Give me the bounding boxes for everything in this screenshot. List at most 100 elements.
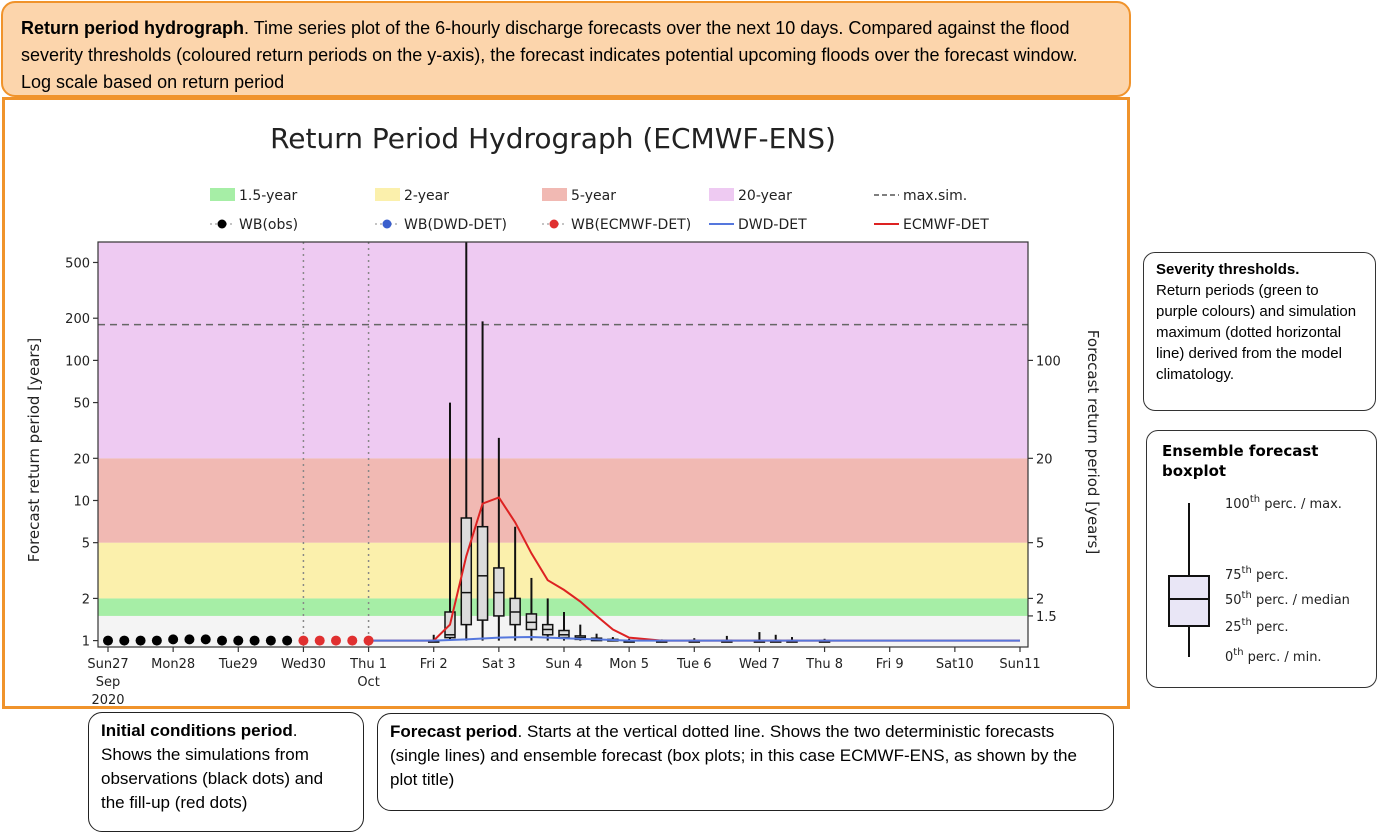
ensemble-key-label-number: 50 bbox=[1225, 593, 1242, 608]
y-tick-label-left: 200 bbox=[65, 312, 90, 327]
ensemble-key-label-number: 25 bbox=[1225, 620, 1242, 635]
chart-frame: Return Period Hydrograph (ECMWF-ENS) 1.5… bbox=[2, 97, 1130, 709]
key-box bbox=[1168, 575, 1210, 627]
y-tick-label-right: 100 bbox=[1036, 354, 1061, 369]
x-tick-label: Sun 4 bbox=[545, 657, 582, 672]
x-tick-label: Sun11 bbox=[999, 657, 1040, 672]
severity-annotation: Severity thresholds. Return periods (gre… bbox=[1143, 252, 1376, 411]
y-tick-label-right: 2 bbox=[1036, 592, 1044, 607]
ensemble-key-label-ordinal: th bbox=[1250, 494, 1260, 505]
y-tick-label-left: 100 bbox=[65, 354, 90, 369]
forecast-title: Forecast period bbox=[390, 722, 518, 741]
x-tick-label: Sep bbox=[96, 675, 121, 690]
legend-swatch bbox=[542, 188, 567, 201]
chart-legend: 1.5-year 2-year 5-year 20-year max.sim. WB(ob… bbox=[210, 188, 989, 233]
ensemble-boxplot bbox=[558, 611, 570, 641]
initial-conditions-annotation: Initial conditions period. Shows the sim… bbox=[88, 712, 364, 832]
ensemble-boxplot bbox=[541, 598, 554, 641]
ensemble-key-label-number: 100 bbox=[1225, 497, 1250, 512]
series-point-wb-obs bbox=[135, 635, 146, 646]
ensemble-boxplot bbox=[460, 242, 473, 641]
chart-title: Return Period Hydrograph (ECMWF-ENS) bbox=[270, 122, 836, 155]
plot-border bbox=[97, 241, 1029, 648]
threshold-bands bbox=[98, 242, 1028, 647]
ensemble-key-label: 25th perc. bbox=[1225, 617, 1289, 635]
series-point-wb-obs bbox=[168, 634, 179, 645]
series-dots bbox=[103, 634, 374, 646]
x-tick-label: Oct bbox=[357, 675, 379, 690]
ensemble-key-label-text: perc. / median bbox=[1252, 593, 1350, 608]
y-tick-label-left: 50 bbox=[73, 397, 90, 412]
ensemble-key-label-text: perc. bbox=[1252, 568, 1289, 583]
ensemble-key-label-ordinal: th bbox=[1242, 617, 1252, 628]
ensemble-key-label-text: perc. / min. bbox=[1244, 650, 1322, 665]
legend-swatch bbox=[217, 219, 227, 229]
legend-label: WB(DWD-DET) bbox=[404, 217, 507, 233]
series-lines bbox=[368, 496, 1020, 642]
boxplot-box bbox=[476, 525, 489, 621]
legend-label: 5-year bbox=[571, 188, 616, 204]
initial-title: Initial conditions period bbox=[101, 721, 293, 740]
band-20-year bbox=[98, 242, 1028, 459]
y-tick-label-left: 10 bbox=[73, 494, 90, 509]
return-period-chart: Return Period Hydrograph (ECMWF-ENS) 1.5… bbox=[25, 122, 1102, 708]
series-point-wb-obs bbox=[265, 635, 276, 646]
boxplot-box bbox=[460, 517, 473, 626]
x-tick-label: 2020 bbox=[91, 693, 124, 706]
y-tick-label-right: 5 bbox=[1036, 537, 1044, 552]
ensemble-key-label-ordinal: th bbox=[1242, 565, 1252, 576]
ensemble-key-label: 100th perc. / max. bbox=[1225, 494, 1342, 512]
ensemble-boxplot bbox=[525, 577, 538, 641]
y-tick-label-right: 1.5 bbox=[1036, 610, 1057, 625]
ensemble-key-label-number: 75 bbox=[1225, 568, 1242, 583]
legend-label: max.sim. bbox=[903, 188, 967, 204]
ensemble-key-label: 0th perc. / min. bbox=[1225, 647, 1322, 665]
y-tick-label-left: 500 bbox=[65, 256, 90, 271]
y-axis-label-left: Forecast return period [years] bbox=[25, 338, 43, 562]
series-point-wb-obs bbox=[119, 635, 130, 646]
chart-guides bbox=[98, 242, 1028, 647]
ensemble-key-label: 75th perc. bbox=[1225, 565, 1289, 583]
x-tick-label: Thu 1 bbox=[349, 657, 387, 672]
legend-label: WB(obs) bbox=[239, 217, 298, 233]
x-tick-label: Fri 9 bbox=[876, 657, 904, 672]
series-point-wb-ecmwf-det bbox=[331, 635, 341, 646]
x-tick-label: Sun27 bbox=[87, 657, 128, 672]
ensemble-key-label-text: perc. bbox=[1252, 620, 1289, 635]
x-tick-label: Sat10 bbox=[936, 657, 974, 672]
ensemble-key-diagram: Ensemble forecast boxplot 100th perc. / … bbox=[1162, 442, 1350, 665]
series-point-wb-obs bbox=[103, 635, 113, 646]
legend-swatch bbox=[375, 188, 400, 201]
series-point-wb-ecmwf-det bbox=[298, 635, 309, 646]
series-point-wb-ecmwf-det bbox=[314, 635, 325, 646]
legend-swatch bbox=[382, 219, 392, 229]
ensemble-key-label-ordinal: th bbox=[1233, 647, 1243, 658]
y-tick-label-left: 5 bbox=[82, 537, 90, 552]
ensemble-boxplot bbox=[509, 526, 521, 641]
x-tick-label: Sat 3 bbox=[482, 657, 516, 672]
forecast-period-annotation: Forecast period. Starts at the vertical … bbox=[377, 713, 1114, 811]
header-annotation: Return period hydrograph. Time series pl… bbox=[1, 1, 1131, 97]
x-tick-label: Mon 5 bbox=[609, 657, 649, 672]
x-tick-label: Tue29 bbox=[218, 657, 258, 672]
x-tick-label: Tue 6 bbox=[676, 657, 712, 672]
series-point-wb-obs bbox=[233, 635, 244, 646]
forecast-text: . Starts at the vertical dotted line. Sh… bbox=[390, 722, 1077, 789]
legend-label: 2-year bbox=[404, 188, 449, 204]
ensemble-key: Ensemble forecast boxplot 100th perc. / … bbox=[1146, 430, 1377, 688]
legend-label: ECMWF-DET bbox=[903, 217, 989, 233]
severity-text: Return periods (green to purple colours)… bbox=[1156, 282, 1357, 383]
legend-label: WB(ECMWF-DET) bbox=[571, 217, 691, 233]
series-point-wb-obs bbox=[282, 635, 293, 646]
x-tick-label: Thu 8 bbox=[805, 657, 843, 672]
legend-swatch bbox=[210, 188, 235, 201]
severity-title: Severity thresholds. bbox=[1156, 261, 1300, 278]
legend-label: DWD-DET bbox=[738, 217, 807, 233]
series-point-wb-obs bbox=[217, 635, 227, 646]
y-axis-label-right: Forecast return period [years] bbox=[1084, 330, 1102, 554]
legend-label: 20-year bbox=[738, 188, 792, 204]
x-tick-label: Wed30 bbox=[281, 657, 326, 672]
y-tick-label-right: 20 bbox=[1036, 452, 1053, 467]
ensemble-key-labels: 100th perc. / max.75th perc.50th perc. /… bbox=[1225, 494, 1350, 665]
ensemble-boxplot bbox=[476, 321, 489, 641]
